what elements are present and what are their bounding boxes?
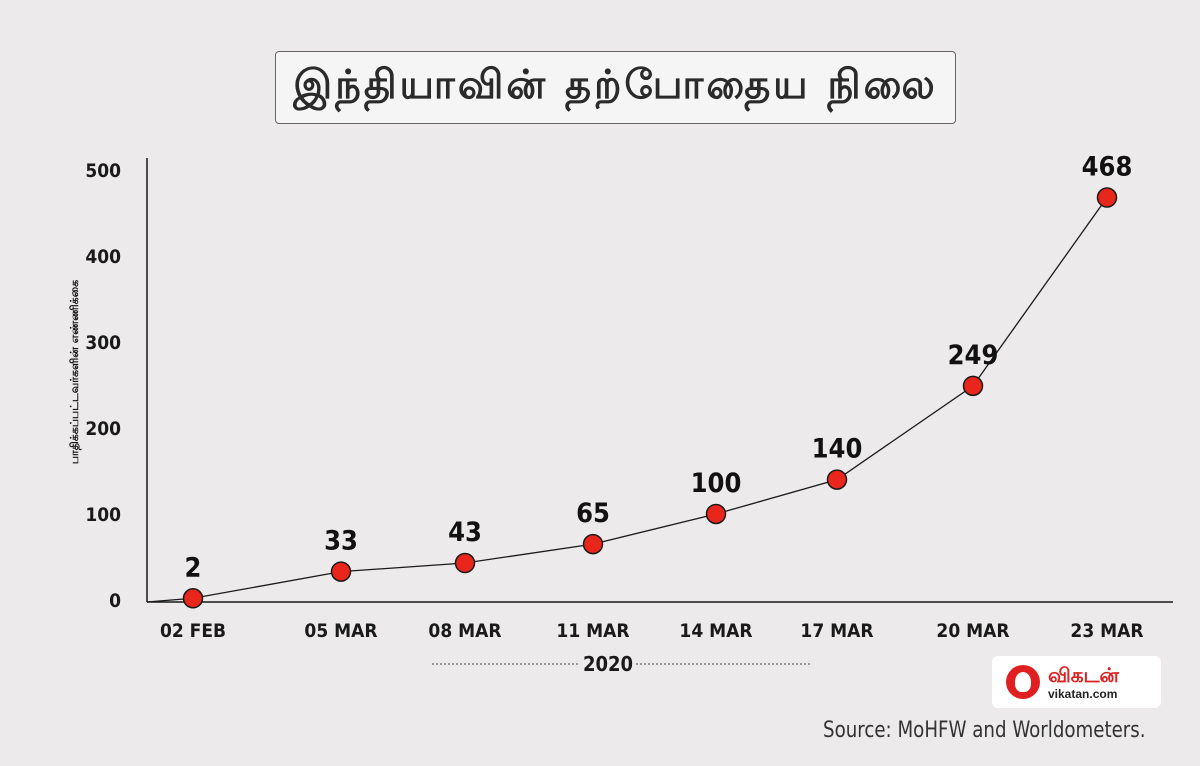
x-tick-label: 08 MAR bbox=[428, 620, 501, 642]
data-label: 33 bbox=[324, 526, 358, 557]
y-tick-label: 500 bbox=[85, 160, 121, 182]
y-tick-label: 300 bbox=[85, 332, 121, 354]
chart-title: இந்தியாவின் தற்போதைய நிலை bbox=[293, 62, 938, 108]
y-ticks: 0 100 200 300 400 500 bbox=[85, 160, 121, 612]
y-tick-label: 0 bbox=[109, 590, 121, 612]
data-label: 140 bbox=[812, 434, 863, 465]
x-tick-label: 23 MAR bbox=[1070, 620, 1143, 642]
y-axis-label: பாதிக்கப்பட்டவர்களின் எண்ணிக்கை bbox=[68, 280, 82, 464]
series-line bbox=[146, 197, 1108, 603]
year-label: 2020 bbox=[583, 652, 633, 676]
data-label: 43 bbox=[448, 517, 482, 548]
y-tick-label: 200 bbox=[85, 418, 121, 440]
logo-url: vikatan.com bbox=[1048, 686, 1118, 701]
source-note: Source: MoHFW and Worldometers. bbox=[823, 718, 1146, 743]
data-point bbox=[1096, 187, 1118, 208]
data-point bbox=[705, 503, 727, 525]
data-point bbox=[962, 375, 984, 397]
vikatan-logo: விகடன் vikatan.com bbox=[992, 656, 1161, 708]
data-label: 249 bbox=[948, 340, 999, 371]
x-tick-label: 05 MAR bbox=[304, 620, 377, 642]
data-point bbox=[454, 552, 476, 574]
data-point bbox=[182, 588, 204, 609]
data-label: 100 bbox=[691, 468, 742, 499]
logo-name: விகடன் bbox=[1048, 662, 1119, 687]
data-label: 65 bbox=[576, 498, 610, 529]
x-tick-label: 11 MAR bbox=[556, 620, 629, 642]
axes bbox=[146, 158, 1173, 603]
data-label: 2 bbox=[185, 552, 202, 583]
data-point bbox=[582, 533, 604, 555]
data-point bbox=[330, 561, 352, 582]
year-band: 2020 bbox=[432, 652, 812, 676]
x-tick-label: 02 FEB bbox=[160, 620, 226, 642]
x-tick-label: 14 MAR bbox=[679, 620, 752, 642]
data-point bbox=[826, 469, 848, 490]
data-label: 468 bbox=[1082, 152, 1133, 183]
x-ticks: 02 FEB 05 MAR 08 MAR 11 MAR 14 MAR 17 MAR 20 M… bbox=[160, 620, 1144, 642]
x-tick-label: 20 MAR bbox=[936, 620, 1009, 642]
data-labels: 2 33 43 65 100 140 249 468 bbox=[185, 152, 1133, 584]
y-tick-label: 400 bbox=[85, 246, 121, 268]
vikatan-emblem-icon bbox=[1006, 665, 1040, 699]
x-tick-label: 17 MAR bbox=[800, 620, 873, 642]
y-tick-label: 100 bbox=[85, 504, 121, 526]
series bbox=[146, 187, 1118, 609]
chart-title-box: இந்தியாவின் தற்போதைய நிலை bbox=[275, 51, 956, 124]
